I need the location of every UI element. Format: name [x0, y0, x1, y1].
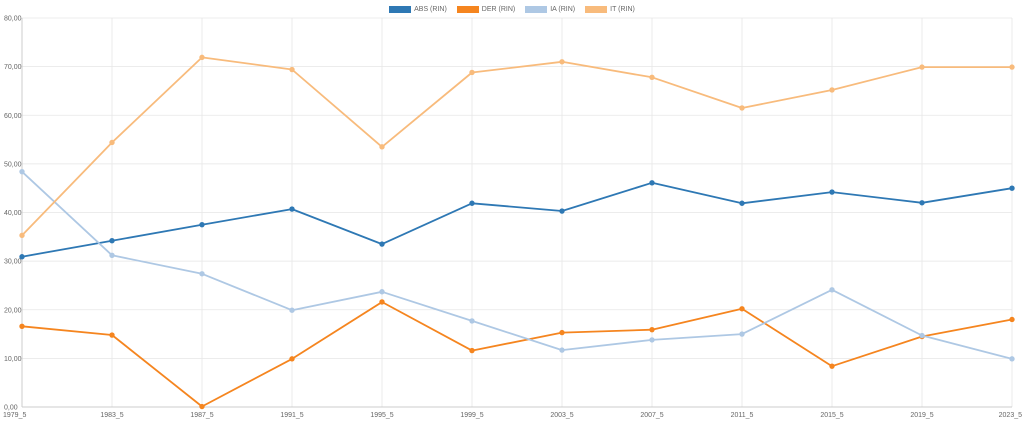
data-point	[19, 232, 25, 239]
legend-label: DER (RIN)	[481, 5, 516, 13]
series-line	[21, 181, 1013, 258]
data-point	[379, 241, 385, 247]
y-tick-label: 10,00	[4, 356, 22, 363]
data-point	[1009, 185, 1015, 191]
data-point	[1009, 316, 1015, 323]
data-point	[289, 206, 295, 212]
data-point	[109, 332, 115, 338]
data-point	[469, 347, 475, 354]
data-point	[199, 54, 205, 61]
series-ia-rin	[19, 168, 1015, 362]
data-point	[379, 144, 385, 150]
data-point	[829, 87, 835, 93]
chart-legend: ABS (RIN) DER (RIN) IA (RIN) IT (RIN)	[0, 2, 1024, 16]
data-point	[919, 200, 925, 206]
data-point	[199, 221, 205, 228]
data-point	[109, 252, 115, 258]
x-tick-label: 1979_5	[3, 412, 26, 419]
data-point	[199, 403, 205, 410]
y-tick-label: 40,00	[4, 210, 22, 217]
data-point	[469, 200, 475, 206]
x-tick-label: 2023_5	[999, 412, 1022, 419]
data-point	[829, 189, 835, 195]
data-point	[649, 74, 655, 81]
series-it-rin	[19, 54, 1015, 239]
legend-label: ABS (RIN)	[414, 5, 447, 13]
data-point	[1009, 356, 1015, 362]
legend-item[interactable]: DER (RIN)	[456, 5, 516, 13]
data-point	[739, 105, 745, 111]
x-tick-label: 1995_5	[370, 412, 393, 419]
data-point	[739, 200, 745, 206]
legend-swatch	[389, 5, 412, 13]
data-point	[559, 347, 565, 353]
data-point	[109, 238, 115, 244]
data-point	[469, 69, 475, 76]
data-point	[649, 326, 655, 333]
data-point	[379, 289, 385, 295]
data-point	[559, 329, 565, 336]
data-point	[19, 168, 25, 175]
legend-label: IT (RIN)	[610, 5, 635, 13]
data-point	[199, 271, 205, 277]
series-abs-rin	[19, 180, 1015, 260]
data-point	[739, 306, 745, 312]
x-tick-label: 2011_5	[731, 412, 754, 419]
series-line	[21, 171, 1013, 360]
x-tick-label: 1983_5	[100, 412, 123, 419]
y-tick-label: 70,00	[4, 64, 22, 71]
grid	[21, 17, 1013, 408]
y-tick-label: 20,00	[4, 307, 22, 314]
data-point	[919, 332, 925, 339]
x-tick-label: 2015_5	[820, 412, 843, 419]
data-point	[289, 356, 295, 362]
data-point	[379, 299, 385, 305]
x-tick-label: 1999_5	[460, 412, 483, 419]
series-der-rin	[19, 299, 1015, 410]
data-point	[649, 337, 655, 343]
x-tick-label: 2019_5	[910, 412, 933, 419]
x-tick-label: 1991_5	[280, 412, 303, 419]
y-tick-label: 80,00	[4, 16, 22, 23]
data-point	[1009, 64, 1015, 70]
x-tick-label: 1987_5	[190, 412, 213, 419]
data-point	[559, 59, 565, 65]
series-line	[21, 301, 1013, 408]
x-tick-label: 2003_5	[550, 412, 573, 419]
data-point	[19, 254, 25, 260]
data-point	[289, 307, 295, 313]
y-tick-label: 30,00	[4, 259, 22, 266]
y-tick-label: 50,00	[4, 161, 22, 168]
series-line	[21, 56, 1012, 237]
data-point	[559, 208, 565, 214]
legend-swatch	[456, 5, 479, 13]
x-tick-label: 2007_5	[640, 412, 663, 419]
data-point	[109, 139, 115, 146]
data-point	[829, 287, 835, 293]
data-point	[469, 318, 475, 324]
legend-item[interactable]: ABS (RIN)	[389, 5, 447, 13]
data-point	[739, 331, 745, 337]
data-point	[649, 180, 655, 186]
legend-swatch	[585, 5, 608, 13]
legend-label: IA (RIN)	[550, 5, 576, 13]
legend-item[interactable]: IA (RIN)	[525, 5, 576, 13]
data-point	[919, 64, 925, 70]
data-point	[829, 363, 835, 369]
data-point	[289, 66, 295, 73]
data-point	[19, 323, 25, 329]
y-tick-label: 60,00	[4, 113, 22, 120]
y-tick-label: 0,00	[4, 405, 18, 412]
legend-item[interactable]: IT (RIN)	[585, 5, 635, 13]
legend-swatch	[525, 5, 548, 13]
